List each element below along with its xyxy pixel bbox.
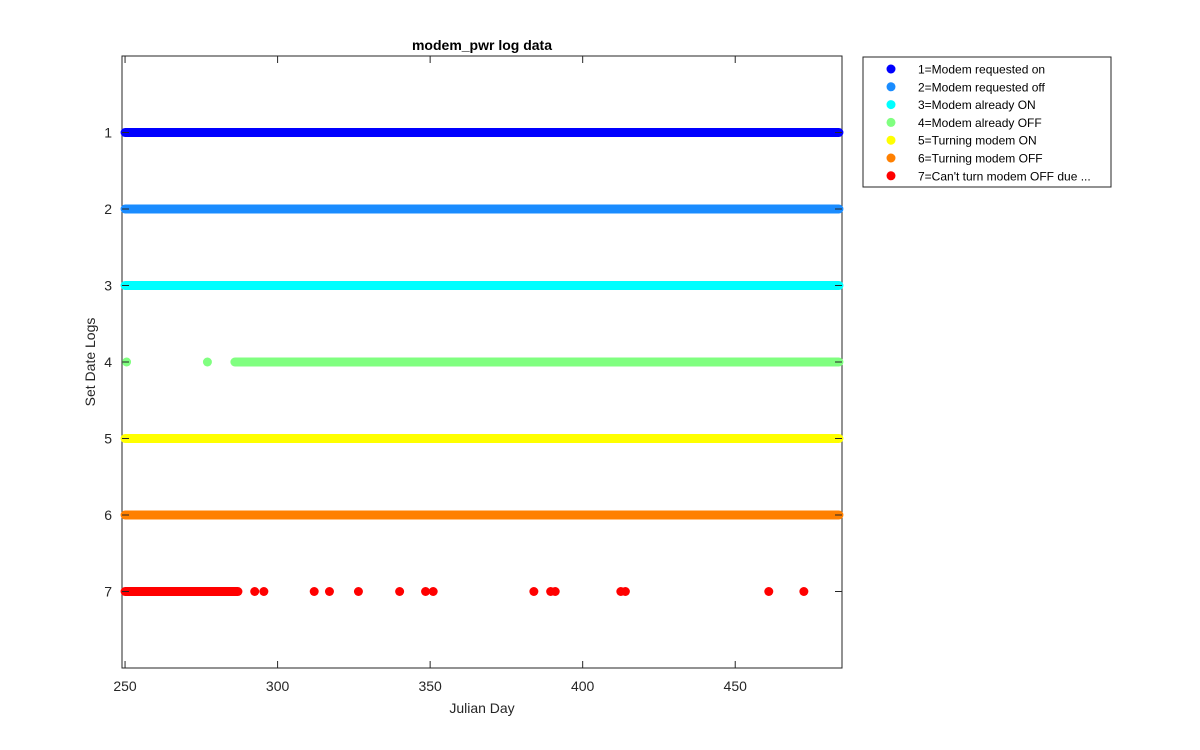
legend-item-4: 4=Modem already OFF xyxy=(886,116,1042,130)
series-7 xyxy=(120,587,809,596)
legend-marker-4 xyxy=(886,117,896,127)
series-7-point-14 xyxy=(764,587,774,596)
series-7-point-9 xyxy=(529,587,539,596)
series-4-point-2 xyxy=(202,357,212,367)
axes: 250 300 350 400 450 1 2 3 4 5 6 7 xyxy=(104,56,842,694)
series-7-point-6 xyxy=(395,587,405,596)
series-7-point-7 xyxy=(421,587,431,596)
legend-label-4: 4=Modem already OFF xyxy=(918,116,1042,130)
x-tick-label-250: 250 xyxy=(113,678,137,694)
legend-label-5: 5=Turning modem ON xyxy=(918,134,1037,148)
x-tick-label-400: 400 xyxy=(571,678,595,694)
legend-item-5: 5=Turning modem ON xyxy=(886,134,1037,148)
legend-label-6: 6=Turning modem OFF xyxy=(918,152,1043,166)
x-axis-label: Julian Day xyxy=(449,700,514,716)
legend-label-3: 3=Modem already ON xyxy=(918,98,1036,112)
y-axis-label: Set Date Logs xyxy=(82,318,98,407)
series-4 xyxy=(122,357,844,367)
legend-label-1: 1=Modem requested on xyxy=(918,63,1045,77)
legend-marker-5 xyxy=(886,135,896,145)
legend-item-2: 2=Modem requested off xyxy=(886,80,1046,94)
legend-marker-7 xyxy=(886,171,896,181)
legend-item-7: 7=Can't turn modem OFF due ... xyxy=(886,169,1091,183)
y-tick-label-5: 5 xyxy=(104,431,112,447)
x-tick-label-450: 450 xyxy=(724,678,748,694)
series-7-point-3 xyxy=(309,587,319,596)
y-tick-label-3: 3 xyxy=(104,278,112,294)
legend-marker-6 xyxy=(886,153,896,163)
series-7-point-11 xyxy=(550,587,560,596)
legend-item-3: 3=Modem already ON xyxy=(886,98,1036,112)
legend-item-1: 1=Modem requested on xyxy=(886,63,1045,77)
series-7-point-1 xyxy=(250,587,260,596)
data-marks xyxy=(120,128,844,596)
series-7-point-13 xyxy=(620,587,630,596)
y-tick-label-7: 7 xyxy=(104,584,112,600)
series-7-point-2 xyxy=(259,587,269,596)
series-7-point-15 xyxy=(799,587,809,596)
series-7-point-5 xyxy=(353,587,363,596)
y-tick-label-4: 4 xyxy=(104,354,112,370)
y-tick-label-1: 1 xyxy=(104,125,112,141)
legend-item-6: 6=Turning modem OFF xyxy=(886,152,1043,166)
y-tick-label-2: 2 xyxy=(104,201,112,217)
chart-title: modem_pwr log data xyxy=(412,37,552,53)
legend-label-2: 2=Modem requested off xyxy=(918,80,1046,94)
legend-marker-1 xyxy=(886,64,896,74)
x-tick-label-300: 300 xyxy=(266,678,290,694)
series-7-point-4 xyxy=(324,587,334,596)
legend-marker-2 xyxy=(886,82,896,92)
y-tick-label-6: 6 xyxy=(104,507,112,523)
legend-box xyxy=(862,56,1112,188)
legend-label-7: 7=Can't turn modem OFF due ... xyxy=(918,169,1091,183)
legend: 1=Modem requested on 2=Modem requested of… xyxy=(862,56,1112,188)
x-tick-label-350: 350 xyxy=(418,678,442,694)
legend-marker-3 xyxy=(886,100,896,110)
series-7-point-8 xyxy=(428,587,438,596)
